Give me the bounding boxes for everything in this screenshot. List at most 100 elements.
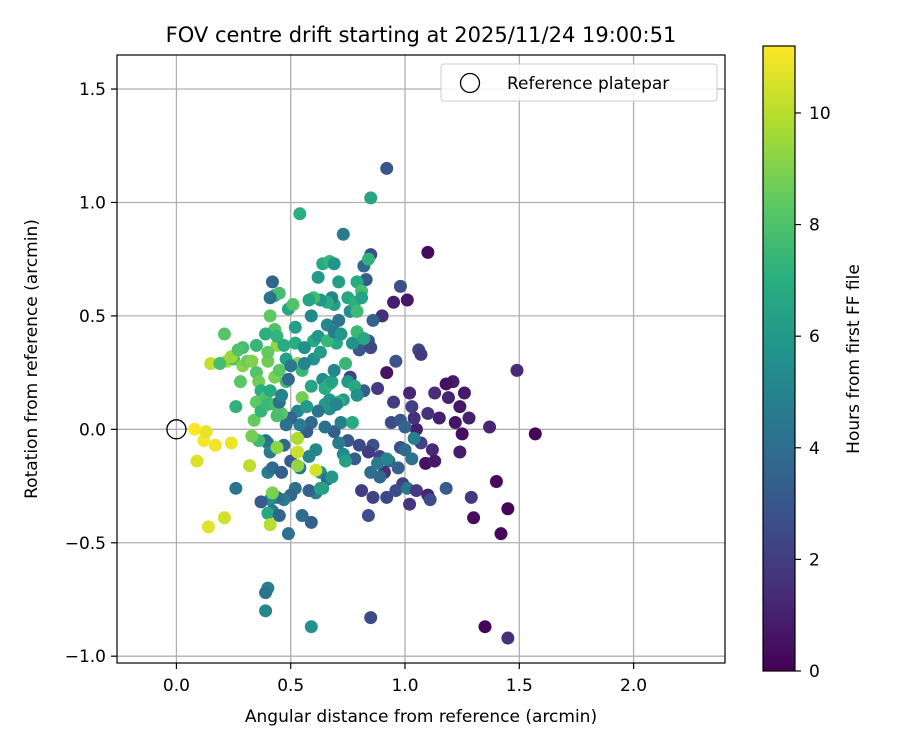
data-point [302,484,316,498]
data-point [366,490,380,504]
colorbar-tick-label: 6 [809,327,820,347]
data-point [345,336,359,350]
data-point [339,357,353,371]
data-point [409,484,423,498]
data-point [190,454,204,468]
data-point [327,257,341,271]
y-tick-label: 1.0 [79,193,106,213]
data-point [259,586,273,600]
data-point [272,363,286,377]
data-point [291,431,305,445]
legend: Reference platepar [440,63,718,102]
data-point [263,291,277,305]
data-point [403,386,417,400]
data-point [464,490,478,504]
data-point [261,345,275,359]
data-point [441,391,455,405]
x-tick-label: 1.5 [506,676,533,696]
data-point [325,375,339,389]
data-point [462,411,476,425]
data-point [245,429,259,443]
x-tick-label: 0.5 [277,676,304,696]
data-point [247,413,261,427]
data-point [293,207,307,221]
data-point [245,354,259,368]
data-point [336,227,350,241]
data-point [448,416,462,430]
data-point [199,425,213,439]
data-point [428,386,442,400]
reference-marker [166,419,187,440]
y-axis-label: Rotation from reference (arcmin) [22,219,42,499]
data-point [188,422,202,436]
data-point [361,509,375,523]
data-point [439,377,453,391]
legend-label: Reference platepar [507,74,669,94]
data-point [291,445,305,459]
data-point [425,443,439,457]
data-point [259,604,273,618]
data-point [229,481,243,495]
data-point [361,252,375,266]
data-point [453,400,467,414]
data-point [355,484,369,498]
y-tick-label: 0.5 [79,307,106,327]
data-point [275,465,289,479]
data-point [224,436,238,450]
data-point [259,327,273,341]
data-point [329,397,343,411]
data-point [332,313,346,327]
colorbar-tick-label: 4 [809,439,820,459]
data-point [291,459,305,473]
data-point [423,493,437,507]
data-point [311,270,325,284]
data-point [320,334,334,348]
data-point [270,440,284,454]
data-point [364,191,378,205]
colorbar-tick-label: 2 [809,550,820,570]
data-point [380,490,394,504]
data-point [357,332,371,346]
data-point [270,409,284,423]
data-point [217,327,231,341]
data-point [304,309,318,323]
data-point [389,354,403,368]
x-tick-label: 1.0 [391,676,418,696]
data-point [364,465,378,479]
data-point [300,400,314,414]
legend-reference-marker [459,72,481,94]
data-point [281,527,295,541]
data-point [467,511,481,525]
data-point [432,411,446,425]
data-point [201,520,215,534]
y-axis-ticks: −1.0 −0.5 0.0 0.5 1.0 1.5 [65,80,117,667]
data-point [455,427,469,441]
reference-marker-group [166,419,187,440]
data-point [313,345,327,359]
x-axis-ticks: 0.0 0.5 1.0 1.5 2.0 [163,663,647,696]
data-point [311,404,325,418]
data-point [366,313,380,327]
data-point [391,461,405,475]
x-tick-label: 2.0 [620,676,647,696]
data-point [361,445,375,459]
data-point [270,329,284,343]
data-point [297,341,311,355]
data-point [233,375,247,389]
colorbar-tick-label: 0 [809,662,820,682]
plot-frame [116,54,726,664]
data-point [325,470,339,484]
data-point [261,506,275,520]
colorbar-gradient [762,45,796,672]
data-point [334,327,348,341]
data-point [332,436,346,450]
data-point [400,293,414,307]
y-tick-label: 1.5 [79,80,106,100]
data-point [428,454,442,468]
data-point [277,338,291,352]
data-point [272,509,286,523]
data-point [304,379,318,393]
data-point [389,484,403,498]
